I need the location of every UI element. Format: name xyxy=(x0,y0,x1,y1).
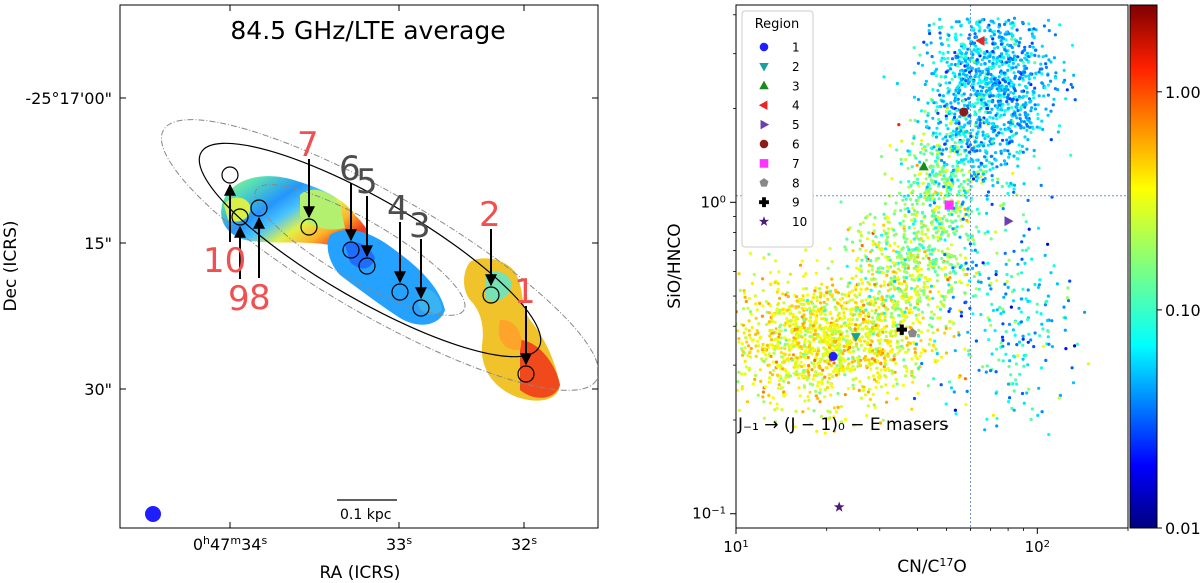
legend-label-4: 4 xyxy=(792,99,800,113)
legend-label-2: 2 xyxy=(792,60,800,74)
legend-title: Region xyxy=(755,17,800,32)
left-xtick-label-0: 0h47m34s xyxy=(193,534,268,555)
left-y-tick-labels: -25°17'00" 15" 30" xyxy=(25,89,112,399)
region-label-9: 9 xyxy=(228,279,250,319)
right-ytick-label-0: 10−1 xyxy=(692,505,726,523)
beam-marker xyxy=(145,506,161,522)
region-circle-4 xyxy=(391,283,409,301)
region-circle-6 xyxy=(342,241,360,259)
legend-marker-8 xyxy=(759,178,769,187)
right-axes-frame xyxy=(735,4,1129,529)
legend-label-9: 9 xyxy=(792,196,800,210)
legend-label-6: 6 xyxy=(792,138,800,152)
right-ytick-label-1: 100 xyxy=(701,193,726,211)
left-xtick-label-2: 32s xyxy=(511,534,537,555)
right-xtick-label-1: 102 xyxy=(1025,538,1050,556)
region-label-10: 10 xyxy=(203,241,246,281)
region-circle-7 xyxy=(300,218,318,236)
region-label-5: 5 xyxy=(356,162,378,202)
region-point-5 xyxy=(1004,216,1014,227)
region-markers xyxy=(828,35,1014,512)
maser-annotation: J₋₁ → (J − 1)₀ − E masers xyxy=(737,415,948,435)
legend-marker-1 xyxy=(759,42,769,52)
colorbar-ticks: 1.00 0.10 0.01 xyxy=(1157,83,1200,538)
left-ytick-label-0: -25°17'00" xyxy=(25,89,112,108)
region-label-8: 8 xyxy=(249,278,271,318)
inner-ellipse xyxy=(254,184,466,316)
region-circle-10 xyxy=(221,166,239,184)
region-circle-2 xyxy=(482,286,500,304)
legend-box xyxy=(741,10,814,248)
legend-marker-9 xyxy=(759,197,769,208)
legend-label-5: 5 xyxy=(792,118,800,132)
left-x-tick-labels: 0h47m34s 33s 32s xyxy=(193,534,537,555)
region-point-2 xyxy=(850,333,861,343)
legend-marker-3 xyxy=(759,80,769,90)
region-point-1 xyxy=(828,351,838,361)
legend-marker-2 xyxy=(759,62,769,72)
region-label-1: 1 xyxy=(514,272,536,312)
legend-label-1: 1 xyxy=(792,41,800,55)
right-x-axis-label: CN/C17O xyxy=(897,556,967,578)
region-circle-9 xyxy=(231,208,249,226)
left-y-axis-label: Dec (ICRS) xyxy=(1,220,21,311)
region-circles xyxy=(221,166,535,383)
region-point-3 xyxy=(918,161,929,171)
legend-marker-4 xyxy=(758,100,768,110)
region-point-10 xyxy=(833,501,845,512)
region-arrows xyxy=(224,159,532,366)
right-xtick-label-0: 101 xyxy=(723,538,748,556)
colorbar-tick-label-0: 1.00 xyxy=(1165,83,1200,102)
region-circle-1 xyxy=(517,365,535,383)
region-label-4: 4 xyxy=(387,189,409,229)
left-xtick-label-1: 33s xyxy=(386,534,412,555)
left-panel-title: 84.5 GHz/LTE average xyxy=(230,16,505,45)
scale-bar-label: 0.1 kpc xyxy=(340,507,391,523)
region-label-2: 2 xyxy=(479,195,501,235)
region-circle-8 xyxy=(250,199,268,217)
left-x-axis-label: RA (ICRS) xyxy=(320,563,401,583)
legend-label-3: 3 xyxy=(792,79,800,93)
colorbar xyxy=(1129,4,1158,529)
legend-marker-10 xyxy=(758,216,770,226)
legend-label-8: 8 xyxy=(792,176,800,190)
region-point-8 xyxy=(907,328,918,338)
legend-label-10: 10 xyxy=(792,215,807,229)
right-y-axis-label: SiO/HNCO xyxy=(665,223,685,308)
legend-marker-6 xyxy=(759,139,769,149)
colorbar-tick-label-2: 0.01 xyxy=(1165,519,1200,538)
left-ytick-label-2: 30" xyxy=(84,380,112,399)
scatter-cloud xyxy=(736,16,1090,437)
region-point-6 xyxy=(959,107,969,117)
middle-ellipse xyxy=(198,142,542,358)
colorbar-tick-label-1: 0.10 xyxy=(1165,301,1200,320)
region-label-6: 6 xyxy=(339,149,361,189)
legend-marker-5 xyxy=(760,119,770,130)
region-label-3: 3 xyxy=(409,206,431,246)
legend: Region 1 2 3 4 5 6 7 8 9 10 xyxy=(741,10,814,248)
region-number-labels: 1 2 3 4 5 6 7 8 9 10 xyxy=(203,125,536,319)
region-circle-3 xyxy=(412,299,430,317)
left-axis-ticks xyxy=(120,5,598,528)
region-label-7: 7 xyxy=(297,125,319,165)
region-circle-5 xyxy=(358,257,376,275)
left-ytick-label-1: 15" xyxy=(84,234,112,253)
region-point-7 xyxy=(944,200,954,210)
outer-ellipse xyxy=(160,119,598,391)
region-point-4 xyxy=(975,35,985,46)
legend-label-7: 7 xyxy=(792,157,800,171)
left-map-panel: 1 2 3 4 5 6 7 8 9 10 84.5 GHz/LTE averag… xyxy=(1,4,599,583)
region-point-9 xyxy=(896,324,907,335)
legend-marker-7 xyxy=(759,159,769,168)
